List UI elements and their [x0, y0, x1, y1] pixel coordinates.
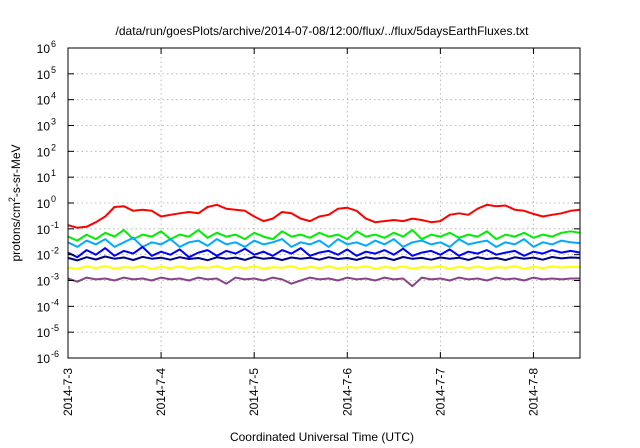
x-tick-label: 2014-7-5: [247, 368, 261, 416]
series-line-5: [67, 264, 581, 270]
series-line-0: [67, 203, 581, 229]
y-tick-label: 10: [37, 326, 51, 340]
y-tick-label: 10: [37, 145, 51, 159]
y-tick-exponent: -5: [51, 323, 59, 333]
x-tick-label: 2014-7-6: [340, 368, 354, 416]
y-tick-exponent: 4: [51, 91, 56, 101]
y-tick-exponent: 1: [51, 168, 56, 178]
series-line-1: [67, 229, 581, 242]
y-tick-exponent: -6: [51, 349, 59, 359]
x-tick-label: 2014-7-7: [433, 368, 447, 416]
y-tick-label: 10: [37, 42, 51, 56]
y-tick-exponent: 6: [51, 39, 56, 49]
y-tick-label: 10: [37, 94, 51, 108]
series-line-6: [67, 276, 580, 288]
x-axis-label: Coordinated Universal Time (UTC): [230, 430, 414, 444]
y-tick-exponent: 0: [51, 194, 56, 204]
grid: [68, 48, 580, 358]
y-tick-exponent: -4: [51, 297, 59, 307]
y-tick-exponent: -2: [51, 246, 59, 256]
y-tick-label: 10: [37, 120, 51, 134]
series-line-3: [67, 245, 581, 259]
y-tick-label: 10: [37, 197, 51, 211]
series-group: [67, 203, 581, 288]
series-line-2: [67, 236, 581, 248]
y-axis-label: protons/cm2-s-sr-MeV: [7, 144, 23, 261]
y-tick-exponent: 3: [51, 117, 56, 127]
y-tick-exponent: -3: [51, 272, 59, 282]
x-tick-label: 2014-7-8: [526, 368, 540, 416]
y-tick-exponent: 5: [51, 65, 56, 75]
x-axis: 2014-7-3 2014-7-4 2014-7-5 2014-7-6 2014-7-7…: [61, 48, 540, 416]
y-tick-label: 10: [37, 249, 51, 263]
y-tick-exponent: 2: [51, 142, 56, 152]
series-line-4: [67, 255, 581, 262]
y-tick-label: 10: [37, 275, 51, 289]
y-axis: 10 -610 -510 -410 -310 -210 -110 010 110 210 310 41…: [37, 39, 580, 366]
y-tick-label: 10: [37, 68, 51, 82]
y-tick-label: 10: [37, 352, 51, 366]
y-tick-label: 10: [37, 223, 51, 237]
y-tick-label: 10: [37, 171, 51, 185]
x-tick-label: 2014-7-4: [154, 368, 168, 416]
y-tick-exponent: -1: [51, 220, 59, 230]
chart-title: /data/run/goesPlots/archive/2014-07-08/1…: [116, 24, 530, 38]
x-tick-label: 2014-7-3: [61, 368, 75, 416]
y-tick-label: 10: [37, 300, 51, 314]
